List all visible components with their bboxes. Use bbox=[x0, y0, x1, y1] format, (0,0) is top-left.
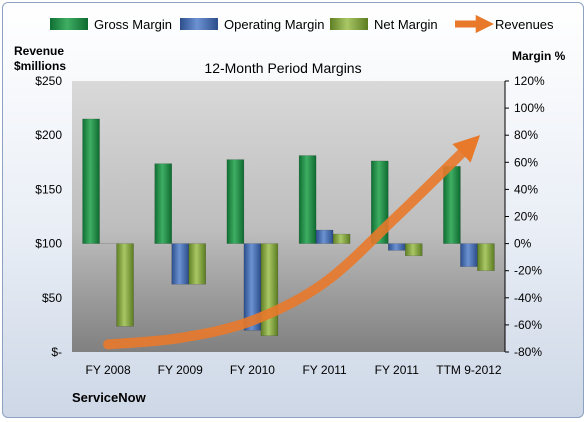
right-tick-label: 20% bbox=[514, 210, 538, 224]
x-tick-label: FY 2010 bbox=[230, 363, 275, 377]
x-tick-label: FY 2011 bbox=[375, 363, 420, 377]
gross-margin-bar bbox=[298, 155, 317, 244]
x-tick-label: FY 2011 bbox=[302, 363, 347, 377]
legend-label: Revenues bbox=[495, 17, 554, 32]
legend-gross-margin: Gross Margin bbox=[50, 17, 172, 32]
revenue-line bbox=[103, 135, 481, 350]
revenue-trend bbox=[103, 135, 481, 350]
right-tick-label: 0% bbox=[514, 237, 532, 251]
left-tick-label: $- bbox=[51, 345, 62, 359]
net-margin-bar bbox=[260, 243, 279, 336]
right-axis-ticks: -80% -60% -40% -20% 0% 20% 40% 60% 80% 100% 120% bbox=[504, 74, 545, 359]
right-axis-title: Margin % bbox=[512, 49, 566, 63]
left-tick-label: $100 bbox=[35, 237, 62, 251]
right-tick-label: -60% bbox=[514, 318, 542, 332]
legend-operating-margin: Operating Margin bbox=[180, 17, 324, 32]
right-tick-label: 60% bbox=[514, 155, 538, 169]
operating-margin-bar bbox=[388, 243, 406, 251]
gross-margin-bar bbox=[82, 118, 100, 244]
x-tick-label: FY 2009 bbox=[158, 363, 203, 377]
legend-swatch bbox=[180, 18, 218, 30]
gross-margin-bar bbox=[154, 163, 172, 244]
legend-swatch bbox=[330, 18, 368, 30]
chart-title: 12-Month Period Margins bbox=[204, 60, 361, 76]
right-tick-label: 40% bbox=[514, 182, 538, 196]
right-tick-label: -80% bbox=[514, 345, 542, 359]
left-tick-label: $250 bbox=[35, 74, 62, 88]
right-tick-label: 80% bbox=[514, 128, 538, 142]
net-margin-bar bbox=[188, 243, 206, 285]
right-tick-label: 100% bbox=[514, 101, 545, 115]
gross-margin-bar bbox=[226, 159, 245, 244]
left-tick-label: $200 bbox=[35, 128, 62, 142]
left-tick-label: $150 bbox=[35, 182, 62, 196]
right-tick-label: 120% bbox=[514, 74, 545, 88]
left-axis-title-line2: $millions bbox=[14, 59, 66, 73]
footer-label: ServiceNow bbox=[72, 390, 147, 405]
left-tick-label: $50 bbox=[42, 291, 62, 305]
right-tick-label: -40% bbox=[514, 291, 542, 305]
legend-swatch bbox=[50, 18, 88, 30]
net-margin-bar bbox=[332, 233, 351, 244]
operating-margin-bar bbox=[171, 243, 189, 285]
legend: Gross Margin Operating Margin Net Margin Re… bbox=[50, 14, 554, 34]
x-axis-ticks: FY 2008 FY 2009 FY 2010 FY 2011 FY 2011 TTM 9… bbox=[86, 363, 502, 377]
left-axis-ticks: $- $50 $100 $150 $200 $250 bbox=[35, 74, 62, 359]
legend-revenues: Revenues bbox=[455, 14, 554, 34]
legend-net-margin: Net Margin bbox=[330, 17, 438, 32]
operating-margin-bar bbox=[460, 243, 478, 267]
net-margin-bar bbox=[116, 243, 134, 327]
legend-label: Gross Margin bbox=[94, 17, 172, 32]
net-margin-bar bbox=[405, 243, 423, 257]
legend-label: Operating Margin bbox=[224, 17, 324, 32]
operating-margin-bar bbox=[315, 229, 334, 244]
net-margin-bar bbox=[477, 243, 495, 271]
legend-label: Net Margin bbox=[374, 17, 438, 32]
right-tick-label: -20% bbox=[514, 264, 542, 278]
gross-margin-bar bbox=[443, 166, 461, 244]
x-tick-label: FY 2008 bbox=[86, 363, 131, 377]
left-axis-title-line1: Revenue bbox=[14, 44, 64, 58]
x-tick-label: TTM 9-2012 bbox=[436, 363, 502, 377]
plot-area bbox=[72, 81, 505, 352]
